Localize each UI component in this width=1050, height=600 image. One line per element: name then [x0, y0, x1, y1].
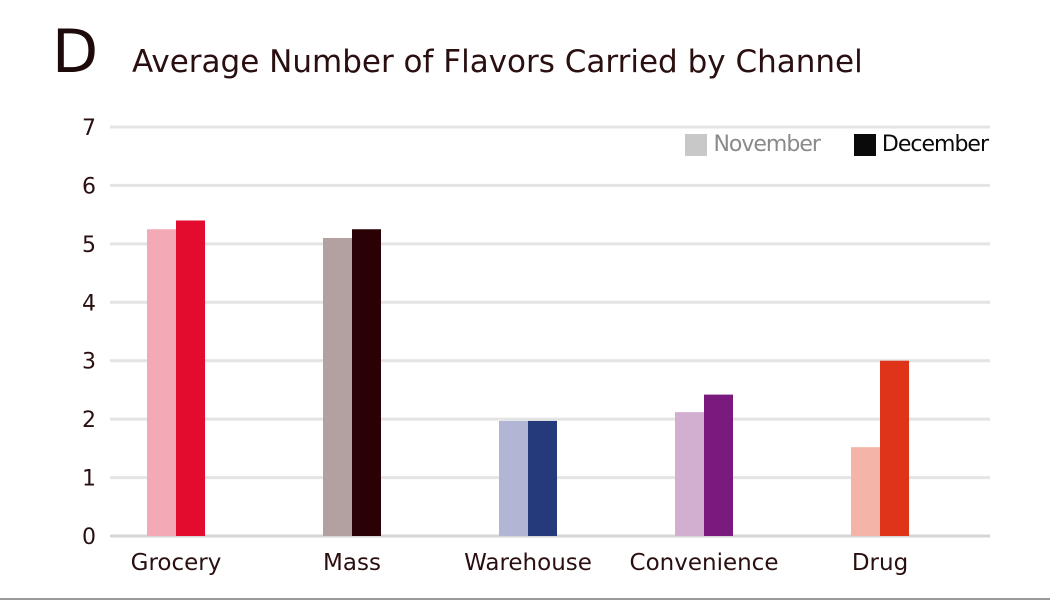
y-tick-label: 4: [82, 291, 96, 316]
y-tick-label: 0: [82, 525, 96, 550]
bar-drug-november: [851, 447, 880, 536]
bar-warehouse-november: [499, 420, 528, 536]
y-tick-label: 3: [82, 350, 96, 375]
x-axis-ticks: Grocery Mass Warehouse Convenience Drug: [131, 550, 909, 576]
legend: November December: [651, 132, 989, 157]
y-tick-label: 7: [82, 116, 96, 141]
bar-grocery-december: [176, 220, 205, 536]
bars: [147, 220, 909, 536]
legend-swatch-november: [685, 133, 708, 156]
x-tick-label: Grocery: [131, 550, 222, 576]
legend-label-november: November: [713, 132, 820, 157]
bottom-border: [0, 598, 1050, 600]
x-tick-label: Convenience: [630, 550, 779, 576]
x-tick-label: Warehouse: [464, 550, 592, 576]
y-tick-label: 6: [82, 174, 96, 199]
gridlines: [110, 125, 990, 538]
chart-title: Average Number of Flavors Carried by Cha…: [132, 44, 863, 80]
bar-mass-november: [323, 238, 352, 536]
bar-grocery-november: [147, 229, 176, 536]
bar-convenience-november: [675, 412, 704, 536]
x-tick-label: Drug: [852, 550, 908, 576]
legend-label-december: December: [881, 132, 989, 157]
y-tick-label: 1: [82, 467, 96, 492]
y-axis-ticks: 0 1 2 3 4 5 6 7: [82, 116, 96, 550]
bar-mass-december: [352, 229, 381, 536]
bar-convenience-december: [704, 394, 733, 536]
legend-item-december: December: [853, 132, 989, 157]
y-tick-label: 5: [82, 233, 96, 258]
legend-item-november: November: [685, 132, 821, 157]
bar-drug-december: [880, 360, 909, 536]
y-tick-label: 2: [82, 408, 96, 433]
legend-swatch-december: [853, 133, 876, 156]
x-tick-label: Mass: [323, 550, 381, 576]
bar-warehouse-december: [528, 420, 557, 536]
panel-letter: D: [52, 17, 99, 87]
